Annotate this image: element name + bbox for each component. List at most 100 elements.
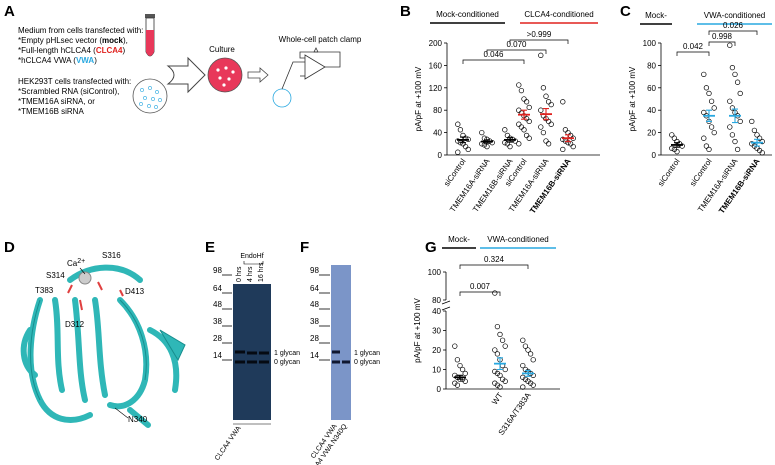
data-point [516,82,522,88]
data-point [518,87,525,94]
p-value: 0.026 [723,21,744,30]
text: ) [122,46,125,55]
data-point [669,132,675,138]
label: 0 glycan [274,359,300,366]
y-tick-label: 200 [429,39,443,48]
comparison-bracket [676,51,710,56]
panel-e: EndoHf 0 hrs 4 hrs 16 hrs 98 64 48 38 28… [213,253,300,462]
label: S314 [46,271,65,280]
panel-letter: B [400,3,411,20]
data-point [674,148,680,155]
y-tick-label: 10 [432,366,441,375]
data-point [701,71,707,78]
data-point [521,96,527,102]
data-point [701,109,707,116]
data-point [452,343,458,349]
data-point [538,124,544,130]
data-point [459,366,466,373]
text: *Scrambled RNA (siControl), [18,87,119,96]
calcium-ion [78,271,92,285]
data-point [706,146,712,153]
y-tick-label: 100 [428,268,442,277]
label: 28 [310,334,319,343]
x-tick-label: TMEM16B-siRNA [528,157,573,216]
data-point [526,135,532,141]
data-point [526,118,532,125]
p-value: 0.007 [470,282,491,291]
bands [235,350,269,364]
label: 98 [310,266,319,275]
data-point [669,145,675,151]
markers: 98 64 48 38 28 14 [213,266,232,361]
p-value: 0.324 [484,255,505,264]
data-point [527,351,534,357]
data-point [543,138,549,144]
data-point [516,141,522,147]
data-point [504,132,511,139]
text: *Full-length hCLCA4 ( [18,46,96,55]
comparison-bracket [486,49,547,54]
data-point [455,138,461,144]
data-point [732,138,738,145]
panel-letter: D [4,239,15,256]
text: Culture [209,45,235,54]
data-point [734,146,741,153]
error-bar [674,142,680,148]
error-bar [565,134,571,143]
comparison-bracket [708,30,758,35]
header: Mock- [448,235,470,244]
data-point [462,370,468,377]
text: CLCA4 [96,46,123,55]
header: Mock-conditioned [436,10,499,19]
label: 14 [213,351,222,360]
data-point [502,378,508,384]
y-tick-label: 30 [432,327,441,336]
axis-break [441,300,451,311]
arrow [247,67,269,83]
y-tick-label: 20 [432,346,441,355]
text: mock [102,36,123,45]
label: EndoHf [240,253,263,260]
p-value: 0.070 [506,40,527,49]
patch-circuit [272,47,341,108]
panel-letter: G [425,239,437,256]
y-tick-label: 0 [652,151,657,160]
y-tick-label: 80 [432,296,441,305]
data-point [518,124,525,130]
x-tick-label: siControl [656,157,682,188]
header: VWA-conditioned [704,11,766,20]
p-value: 0.042 [683,42,704,51]
data-point [489,140,495,146]
text: *Empty pHLsec vector ( [18,36,102,45]
error-bar [754,138,760,147]
data-point [502,343,508,349]
data-point [512,138,518,144]
data-point [530,382,536,388]
p-value: 0.998 [712,32,733,41]
p-value: 0.046 [483,50,504,59]
data-point [545,99,552,105]
blot [331,265,351,420]
y-tick-label: 120 [429,84,443,93]
cells [139,86,162,109]
arrow [166,56,206,94]
text: Medium from cells transfected with: [18,26,143,35]
data-point [530,357,536,363]
text: *TMEM16A siRNA, or [18,97,95,106]
data-point [481,135,488,141]
leader [79,267,86,275]
error-bar [497,357,503,371]
label: N340 [128,415,148,424]
label: 48 [310,300,319,309]
y-axis-label: pA/pF at +100 mV [414,66,423,131]
panel-letter: A [4,3,15,20]
data-point [737,90,743,97]
data-point [729,64,736,71]
text: *Empty pHLsec vector (mock), [18,36,128,45]
label: 38 [213,317,222,326]
data-point [734,79,741,85]
text: *hCLCA4 VWA (VWA) [18,56,97,65]
data-point [540,85,547,91]
